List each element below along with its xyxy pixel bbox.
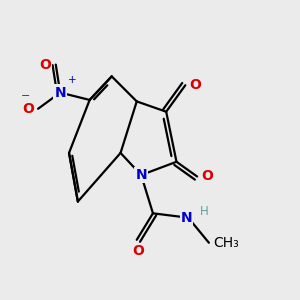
Text: −: − (20, 92, 30, 101)
Text: O: O (202, 169, 213, 184)
Text: O: O (132, 244, 144, 258)
Text: H: H (200, 205, 209, 218)
Text: CH₃: CH₃ (213, 236, 239, 250)
Text: N: N (135, 168, 147, 182)
Text: O: O (40, 58, 51, 72)
Text: O: O (190, 78, 202, 92)
Text: O: O (22, 102, 34, 116)
Text: +: + (68, 75, 76, 85)
Text: N: N (181, 211, 193, 225)
Text: N: N (54, 85, 66, 100)
